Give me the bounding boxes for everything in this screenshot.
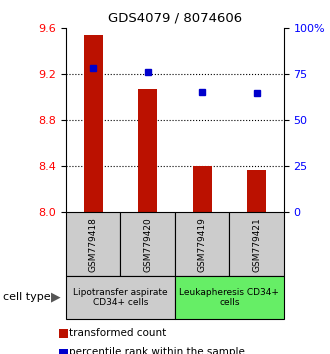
Text: cell type: cell type [3,292,51,302]
Text: Leukapheresis CD34+
cells: Leukapheresis CD34+ cells [180,288,279,307]
Bar [193,166,212,212]
Title: GDS4079 / 8074606: GDS4079 / 8074606 [108,11,242,24]
FancyBboxPatch shape [175,212,229,276]
FancyBboxPatch shape [175,276,284,319]
Bar [247,170,266,212]
Bar [84,35,103,212]
Text: transformed count: transformed count [69,328,167,338]
FancyBboxPatch shape [66,212,120,276]
Text: percentile rank within the sample: percentile rank within the sample [69,347,245,354]
Text: GSM779418: GSM779418 [89,217,98,272]
Text: GSM779420: GSM779420 [143,217,152,272]
FancyBboxPatch shape [229,212,284,276]
FancyBboxPatch shape [120,212,175,276]
Text: ▶: ▶ [51,291,61,304]
FancyBboxPatch shape [66,276,175,319]
Text: GSM779419: GSM779419 [198,217,207,272]
Text: Lipotransfer aspirate
CD34+ cells: Lipotransfer aspirate CD34+ cells [73,288,168,307]
Text: GSM779421: GSM779421 [252,217,261,272]
Bar [138,89,157,212]
